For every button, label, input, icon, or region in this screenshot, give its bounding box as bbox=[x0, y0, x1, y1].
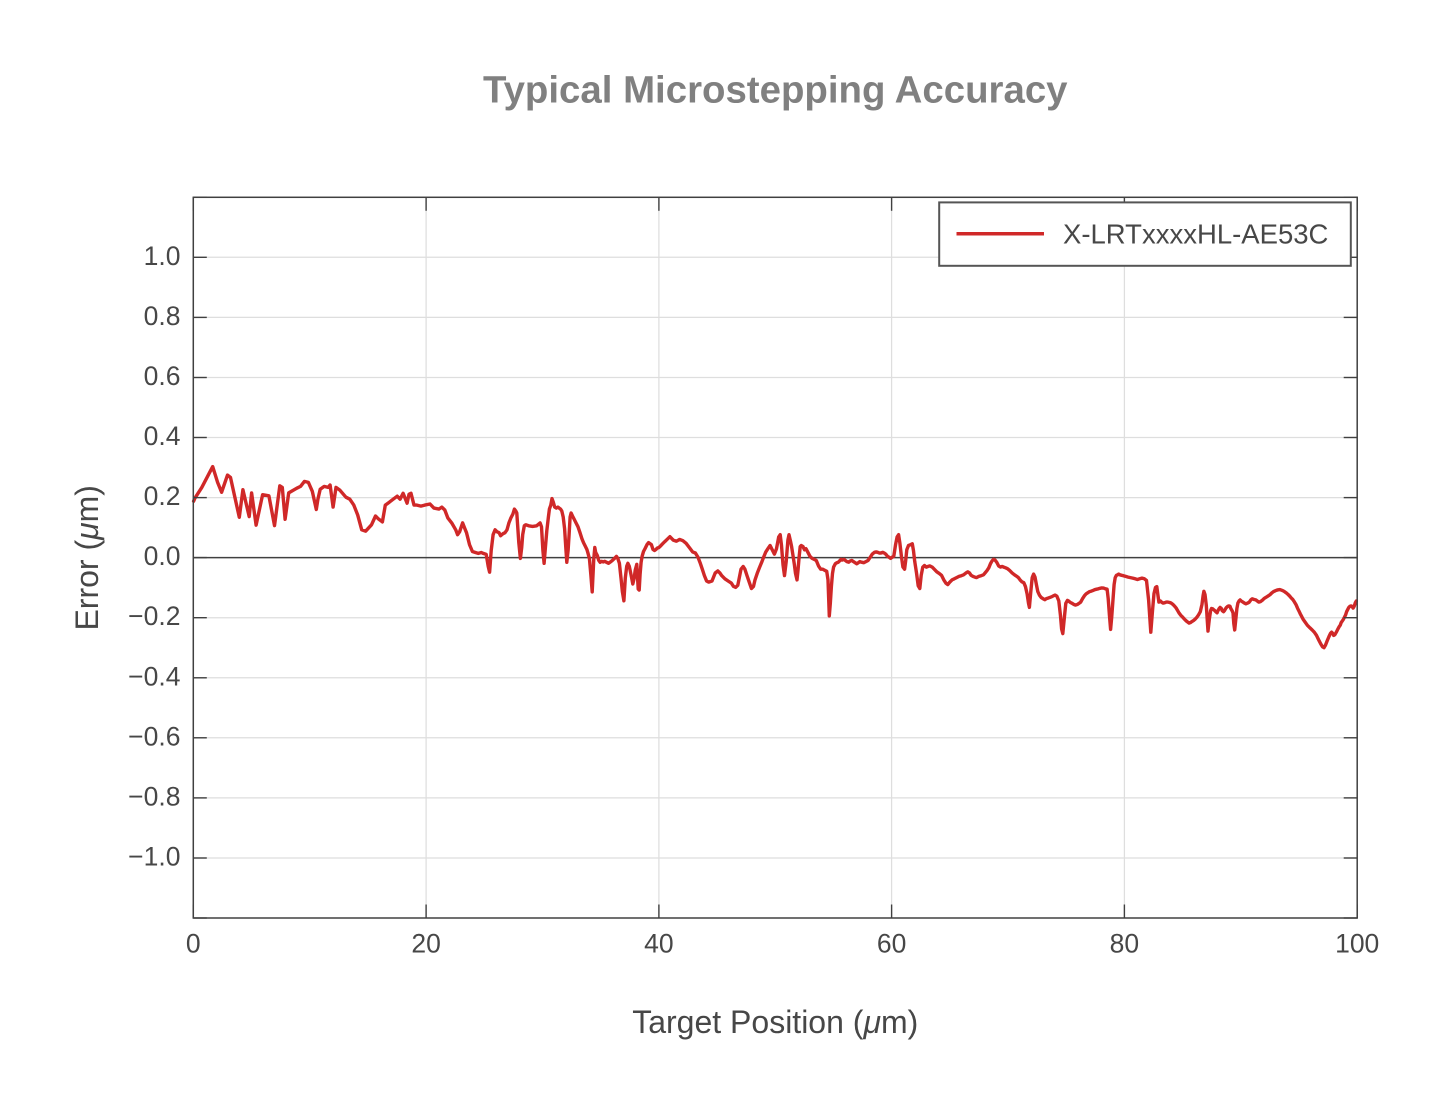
svg-text:0.6: 0.6 bbox=[144, 361, 181, 391]
svg-text:−1.0: −1.0 bbox=[128, 842, 180, 872]
svg-text:0.0: 0.0 bbox=[144, 541, 181, 571]
svg-text:100: 100 bbox=[1335, 929, 1379, 959]
svg-text:Typical Microstepping Accuracy: Typical Microstepping Accuracy bbox=[483, 69, 1068, 112]
svg-text:40: 40 bbox=[644, 929, 673, 959]
svg-text:0.8: 0.8 bbox=[144, 301, 181, 331]
svg-text:1.0: 1.0 bbox=[144, 241, 181, 271]
svg-text:−0.6: −0.6 bbox=[128, 721, 180, 751]
svg-text:Target Position (μm): Target Position (μm) bbox=[632, 1004, 918, 1040]
svg-text:0: 0 bbox=[186, 929, 201, 959]
svg-text:0.2: 0.2 bbox=[144, 481, 181, 511]
svg-text:X-LRTxxxxHL-AE53C: X-LRTxxxxHL-AE53C bbox=[1063, 219, 1328, 250]
svg-text:0.4: 0.4 bbox=[144, 421, 181, 451]
svg-text:−0.4: −0.4 bbox=[128, 661, 180, 691]
svg-text:80: 80 bbox=[1110, 929, 1139, 959]
svg-text:20: 20 bbox=[411, 929, 440, 959]
svg-text:−0.8: −0.8 bbox=[128, 781, 180, 811]
svg-text:60: 60 bbox=[877, 929, 906, 959]
svg-text:Error (μm): Error (μm) bbox=[69, 485, 105, 631]
svg-text:−0.2: −0.2 bbox=[128, 601, 180, 631]
